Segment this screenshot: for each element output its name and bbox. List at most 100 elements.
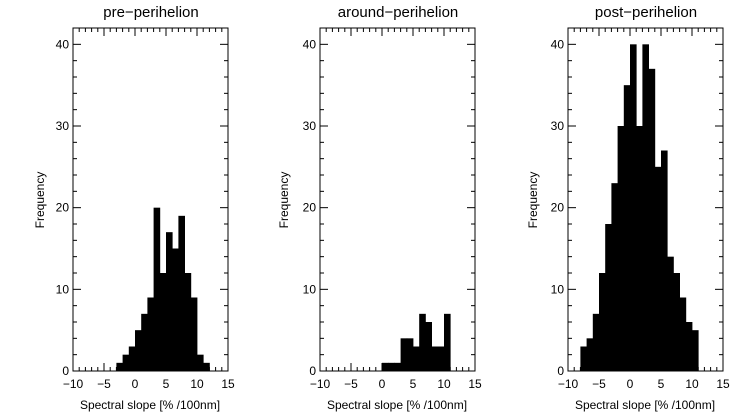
ticks: −10 −5 0 5 10 15 0 10 20 30 40 [56, 27, 235, 391]
histogram-bar [190, 297, 198, 371]
histogram-bar [673, 273, 680, 371]
histogram-bar [425, 322, 432, 371]
x-axis-label: Spectral slope [% /100nm] [80, 398, 220, 412]
y-tick-label: 0 [309, 364, 316, 378]
y-tick-label: 40 [56, 37, 70, 51]
histogram-bar [203, 362, 210, 371]
histogram-bar [667, 256, 674, 371]
x-tick-label: 5 [410, 377, 417, 391]
histogram-bar [648, 68, 656, 371]
histogram-bar [431, 346, 439, 371]
panel-title: pre−perihelion [103, 4, 199, 21]
histogram-bar [623, 85, 631, 372]
histogram-bar [406, 338, 414, 371]
y-tick-label: 20 [303, 201, 317, 215]
x-tick-label: −5 [344, 377, 358, 391]
histogram-bar [605, 224, 612, 371]
x-tick-label: 0 [132, 377, 139, 391]
histogram-bar [116, 362, 123, 371]
y-tick-label: 20 [56, 201, 70, 215]
x-tick-label: 10 [685, 377, 699, 391]
panel-pre-perihelion: pre−perihelion −10 −5 0 5 10 15 0 10 20 30 40 Spec… [33, 4, 235, 412]
y-tick-label: 10 [551, 282, 565, 296]
panel-title: around−perihelion [338, 4, 459, 21]
y-tick-label: 30 [551, 119, 565, 133]
bars [116, 207, 210, 371]
histogram-bar [636, 126, 643, 371]
histogram-bar [437, 346, 445, 371]
x-tick-label: −5 [97, 377, 111, 391]
y-tick-label: 10 [303, 282, 317, 296]
y-tick-label: 30 [56, 119, 70, 133]
plot-frame [319, 27, 476, 372]
y-tick-label: 10 [56, 282, 70, 296]
histogram-bar [413, 346, 420, 371]
y-tick-label: 40 [551, 37, 565, 51]
y-tick-label: 20 [551, 201, 565, 215]
histogram-bar [592, 313, 600, 371]
ticks: −10 −5 0 5 10 15 0 10 20 30 40 [551, 27, 730, 391]
histogram-bar [642, 44, 649, 371]
x-tick-label: 15 [221, 377, 235, 391]
histogram-bar [382, 362, 389, 371]
x-tick-label: 5 [163, 377, 170, 391]
histogram-bar [388, 362, 395, 371]
bars [382, 313, 451, 371]
histogram-bar [599, 273, 606, 371]
histogram-bar [586, 338, 594, 371]
histogram-bar [679, 297, 687, 371]
x-tick-label: 15 [716, 377, 730, 391]
x-axis-label: Spectral slope [% /100nm] [327, 398, 467, 412]
y-axis-label: Frequency [277, 172, 291, 229]
panel-post-perihelion: post−perihelion −10 −5 0 5 10 15 0 10 20 30 40 Spe… [526, 4, 730, 412]
histogram-bar [178, 215, 185, 371]
histogram-bar [580, 346, 587, 371]
y-tick-label: 0 [62, 364, 69, 378]
y-tick-label: 40 [303, 37, 317, 51]
histogram-bar [419, 313, 426, 371]
histogram-bar [153, 207, 161, 371]
histogram-bar [197, 354, 204, 371]
y-tick-label: 0 [557, 364, 564, 378]
x-tick-label: 10 [437, 377, 451, 391]
histogram-bar [135, 330, 142, 371]
histogram-bar [166, 232, 173, 371]
x-tick-label: 10 [190, 377, 204, 391]
x-tick-label: −10 [558, 377, 579, 391]
plot-frame [567, 27, 724, 372]
histogram-bar [630, 44, 637, 371]
histogram-bar [400, 338, 408, 371]
y-axis-label: Frequency [526, 172, 540, 229]
histogram-bar [692, 330, 699, 371]
ticks: −10 −5 0 5 10 15 0 10 20 30 40 [303, 27, 482, 391]
x-tick-label: 0 [379, 377, 386, 391]
histogram-bar [184, 273, 192, 371]
plot-frame [72, 27, 229, 372]
histogram-bar [141, 313, 148, 371]
histogram-bar [444, 313, 451, 371]
histogram-bar [147, 297, 154, 371]
histogram-bar [611, 183, 618, 371]
histogram-bar [617, 126, 625, 371]
x-tick-label: −10 [63, 377, 84, 391]
histogram-bar [172, 248, 179, 371]
histogram-bar [128, 346, 136, 371]
histogram-bar [394, 362, 401, 371]
histogram-bar [654, 166, 662, 371]
y-axis-label: Frequency [33, 172, 47, 229]
x-tick-label: 0 [627, 377, 634, 391]
histogram-bar [122, 354, 130, 371]
x-tick-label: −10 [310, 377, 331, 391]
histogram-bar [661, 150, 668, 371]
panel-around-perihelion: around−perihelion −10 −5 0 5 10 15 0 10 20 30 40 S… [277, 4, 482, 412]
histogram-bar [685, 322, 693, 371]
panel-title: post−perihelion [595, 4, 697, 21]
x-tick-label: 5 [658, 377, 665, 391]
x-tick-label: −5 [592, 377, 606, 391]
y-tick-label: 30 [303, 119, 317, 133]
x-tick-label: 15 [468, 377, 482, 391]
x-axis-label: Spectral slope [% /100nm] [575, 398, 715, 412]
histogram-bar [159, 273, 167, 371]
bars [580, 44, 699, 372]
